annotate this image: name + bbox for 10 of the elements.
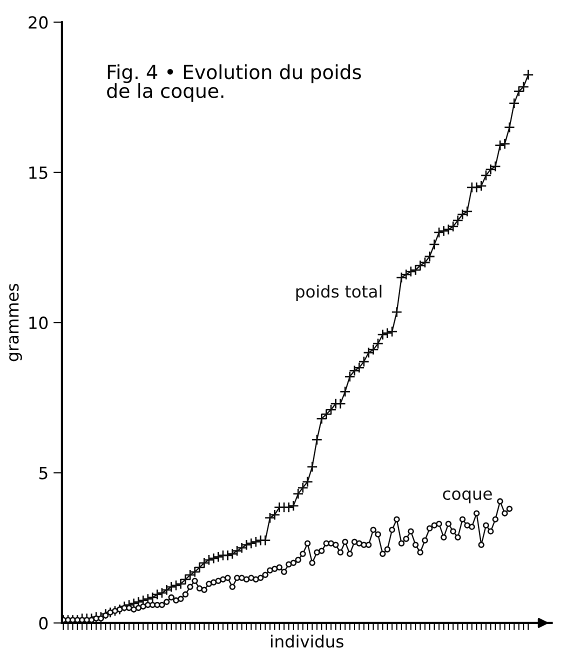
y-axis-title: grammes: [9, 284, 22, 362]
x-axis-title: individus: [271, 634, 344, 648]
y-tick-label: 0: [39, 616, 48, 630]
y-tick-label: 20: [28, 16, 48, 29]
text: Fig. 4 • Evolution du poids de la coque.: [107, 64, 361, 102]
series-label: coque: [442, 490, 492, 504]
y-tick-label: 15: [29, 166, 48, 179]
series-label: poids total: [296, 284, 382, 301]
y-tick-label: 10: [29, 316, 48, 330]
y-tick-label: 5: [39, 466, 48, 480]
